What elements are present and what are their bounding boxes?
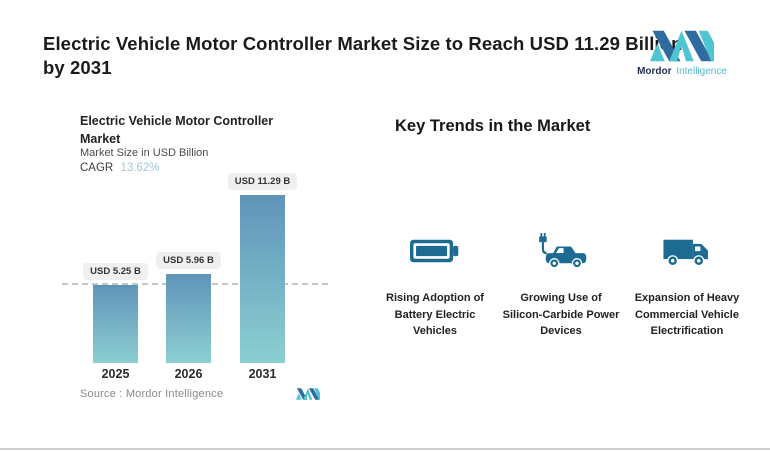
- source-text: Source : Mordor Intelligence: [80, 388, 224, 400]
- chart-source: Source : Mordor Intelligence: [80, 388, 320, 400]
- bottom-divider: [0, 448, 770, 450]
- trend-silicon-carbide-devices: Growing Use of Silicon-Carbide Power Dev…: [498, 232, 624, 340]
- mordor-intelligence-logo: Mordor Intelligence: [632, 30, 732, 77]
- x-axis-label: 2026: [174, 367, 203, 381]
- value-label: USD 5.96 B: [156, 252, 221, 269]
- bar-chart: USD 5.25 B 2025 USD 5.96 B 2026 USD 11.2…: [62, 173, 328, 381]
- page-title: Electric Vehicle Motor Controller Market…: [43, 33, 683, 78]
- trend-label: Rising Adoption of Battery Electric Vehi…: [386, 292, 484, 337]
- trend-battery-electric-vehicles: Rising Adoption of Battery Electric Vehi…: [372, 232, 498, 340]
- trends-heading: Key Trends in the Market: [395, 117, 591, 135]
- truck-icon: [660, 232, 714, 270]
- chart-bar: [93, 285, 138, 363]
- electric-car-icon: [534, 232, 588, 270]
- chart-subtitle: Market Size in USD Billion: [80, 147, 209, 159]
- bar-group-2031: USD 11.29 B 2031: [227, 173, 298, 381]
- brand-name: Mordor Intelligence: [632, 66, 732, 77]
- brand-name-light: Intelligence: [676, 66, 727, 77]
- chart-cagr: CAGR 13.62%: [80, 162, 159, 174]
- trend-items: Rising Adoption of Battery Electric Vehi…: [372, 232, 750, 340]
- value-label: USD 11.29 B: [227, 173, 298, 190]
- value-label: USD 5.25 B: [83, 263, 148, 280]
- trend-heavy-commercial-electrification: Expansion of Heavy Commercial Vehicle El…: [624, 232, 750, 340]
- x-axis-label: 2031: [248, 367, 277, 381]
- bar-group-2026: USD 5.96 B 2026: [156, 252, 221, 381]
- chart-bar: [166, 274, 211, 363]
- trend-label: Growing Use of Silicon-Carbide Power Dev…: [502, 292, 620, 337]
- mordor-logo-mark-small-icon: [296, 388, 320, 400]
- brand-name-bold: Mordor: [637, 66, 672, 77]
- bar-group-2025: USD 5.25 B 2025: [83, 263, 148, 381]
- mordor-logo-mark-icon: [650, 30, 714, 62]
- chart-bar: [240, 195, 285, 363]
- cagr-label: CAGR: [80, 162, 114, 174]
- trend-label: Expansion of Heavy Commercial Vehicle El…: [634, 292, 740, 337]
- chart-title: Electric Vehicle Motor Controller Market: [80, 114, 274, 147]
- cagr-value: 13.62%: [120, 162, 160, 174]
- x-axis-label: 2025: [101, 367, 130, 381]
- battery-icon: [410, 232, 460, 270]
